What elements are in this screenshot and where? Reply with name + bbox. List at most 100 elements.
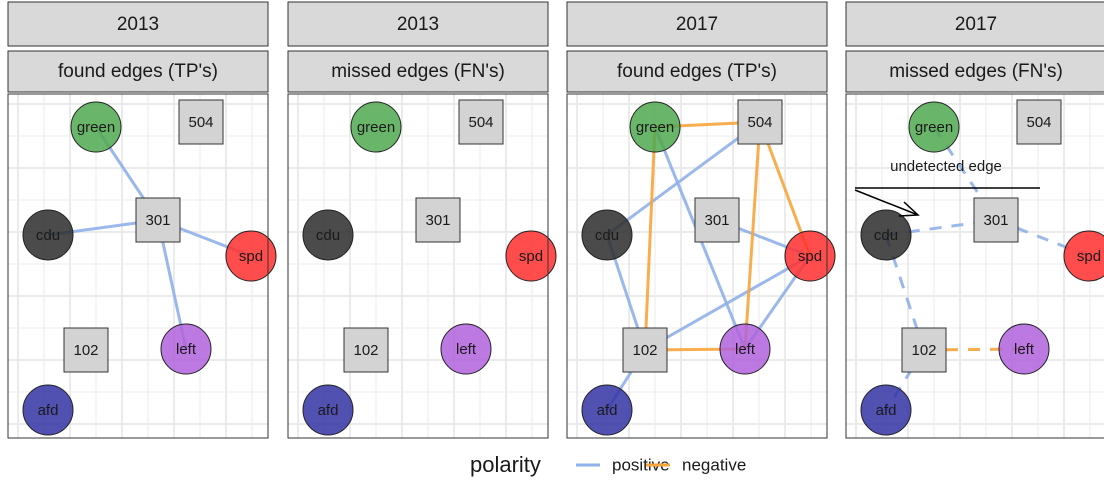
node-label: 504 (468, 114, 493, 131)
plot-bg (8, 94, 268, 438)
node (860, 209, 912, 261)
node (135, 197, 181, 243)
panel: 2017 found edges (TP's) green 504 cdu 301 spd 1… (566, 1, 836, 439)
legend-item: positive (612, 455, 670, 474)
node-label: 102 (632, 342, 657, 359)
strip-type-label: found edges (TP's) (58, 61, 218, 82)
edge (644, 254, 811, 352)
node (70, 101, 122, 153)
node (908, 101, 960, 153)
node-label: 102 (911, 342, 936, 359)
edge (606, 120, 761, 237)
node (458, 99, 504, 145)
strip-type (566, 50, 828, 93)
legend-title: polarity (470, 452, 541, 477)
strip-year-label: 2013 (117, 14, 159, 35)
node-label: cdu (36, 227, 60, 244)
node-label: spd (1077, 248, 1101, 265)
strip-year (566, 1, 828, 47)
node (22, 209, 74, 261)
edge (643, 126, 657, 351)
node (860, 384, 912, 436)
strip-type (287, 50, 549, 93)
node (225, 230, 277, 282)
node-label: 301 (425, 212, 450, 229)
node-label: spd (239, 248, 263, 265)
node (901, 327, 947, 373)
node (505, 230, 557, 282)
node-label: 504 (1026, 114, 1051, 131)
node-label: 301 (145, 212, 170, 229)
node (440, 323, 492, 375)
strip-year (7, 1, 269, 47)
node-label: afd (597, 402, 618, 419)
node (629, 101, 681, 153)
node-label: spd (798, 248, 822, 265)
strip-type (7, 50, 269, 93)
node (581, 209, 633, 261)
edge (743, 121, 762, 350)
annotation: undetected edge (890, 158, 1002, 175)
node-label: spd (519, 248, 543, 265)
legend-item: negative (682, 455, 746, 474)
node (178, 99, 224, 145)
node (350, 101, 402, 153)
node-label: 301 (704, 212, 729, 229)
node (63, 327, 109, 373)
node (415, 197, 461, 243)
node-label: green (357, 119, 395, 136)
node (694, 197, 740, 243)
node-label: green (636, 119, 674, 136)
node-label: left (456, 341, 477, 358)
node (973, 197, 1019, 243)
strip-type (845, 50, 1104, 93)
node-label: 102 (73, 342, 98, 359)
plot-bg (567, 94, 827, 438)
node-label: 301 (983, 212, 1008, 229)
strip-year-label: 2017 (955, 14, 997, 35)
node-label: cdu (595, 227, 619, 244)
node-label: cdu (874, 227, 898, 244)
node (22, 384, 74, 436)
annotation-arrow (854, 189, 919, 216)
node-label: 102 (353, 342, 378, 359)
node-label: afd (318, 402, 339, 419)
node (1016, 99, 1062, 145)
edge (995, 218, 1090, 258)
node-label: left (176, 341, 197, 358)
strip-type-label: missed edges (FN's) (331, 61, 505, 82)
node-label: 504 (188, 114, 213, 131)
strip-year-label: 2013 (397, 14, 439, 35)
node (1063, 230, 1104, 282)
node (302, 209, 354, 261)
node-label: green (915, 119, 953, 136)
strip-year (845, 1, 1104, 47)
node (737, 99, 783, 145)
node-label: afd (38, 402, 59, 419)
panel: 2013 found edges (TP's) green 504 cdu 301 spd 1… (7, 1, 277, 439)
node-label: green (77, 119, 115, 136)
node (302, 384, 354, 436)
edge (923, 347, 1025, 352)
arrow-head (898, 201, 920, 217)
node-label: afd (876, 402, 897, 419)
strip-type-label: found edges (TP's) (617, 61, 777, 82)
panel: 2017 missed edges (FN's) green 504 cdu 301 spd… (845, 1, 1104, 439)
panel: 2013 missed edges (FN's) green 504 cdu 301 spd… (287, 1, 557, 439)
strip-type-label: missed edges (FN's) (889, 61, 1063, 82)
node (581, 384, 633, 436)
node (719, 323, 771, 375)
panel-border (566, 93, 828, 439)
panel-border (845, 93, 1104, 439)
node (343, 327, 389, 373)
panel-border (7, 93, 269, 439)
node-label: cdu (316, 227, 340, 244)
strip-year (287, 1, 549, 47)
node (784, 230, 836, 282)
node (160, 323, 212, 375)
node-label: 504 (747, 114, 772, 131)
plot-bg (288, 94, 548, 438)
panel-border (287, 93, 549, 439)
node-label: left (735, 341, 756, 358)
